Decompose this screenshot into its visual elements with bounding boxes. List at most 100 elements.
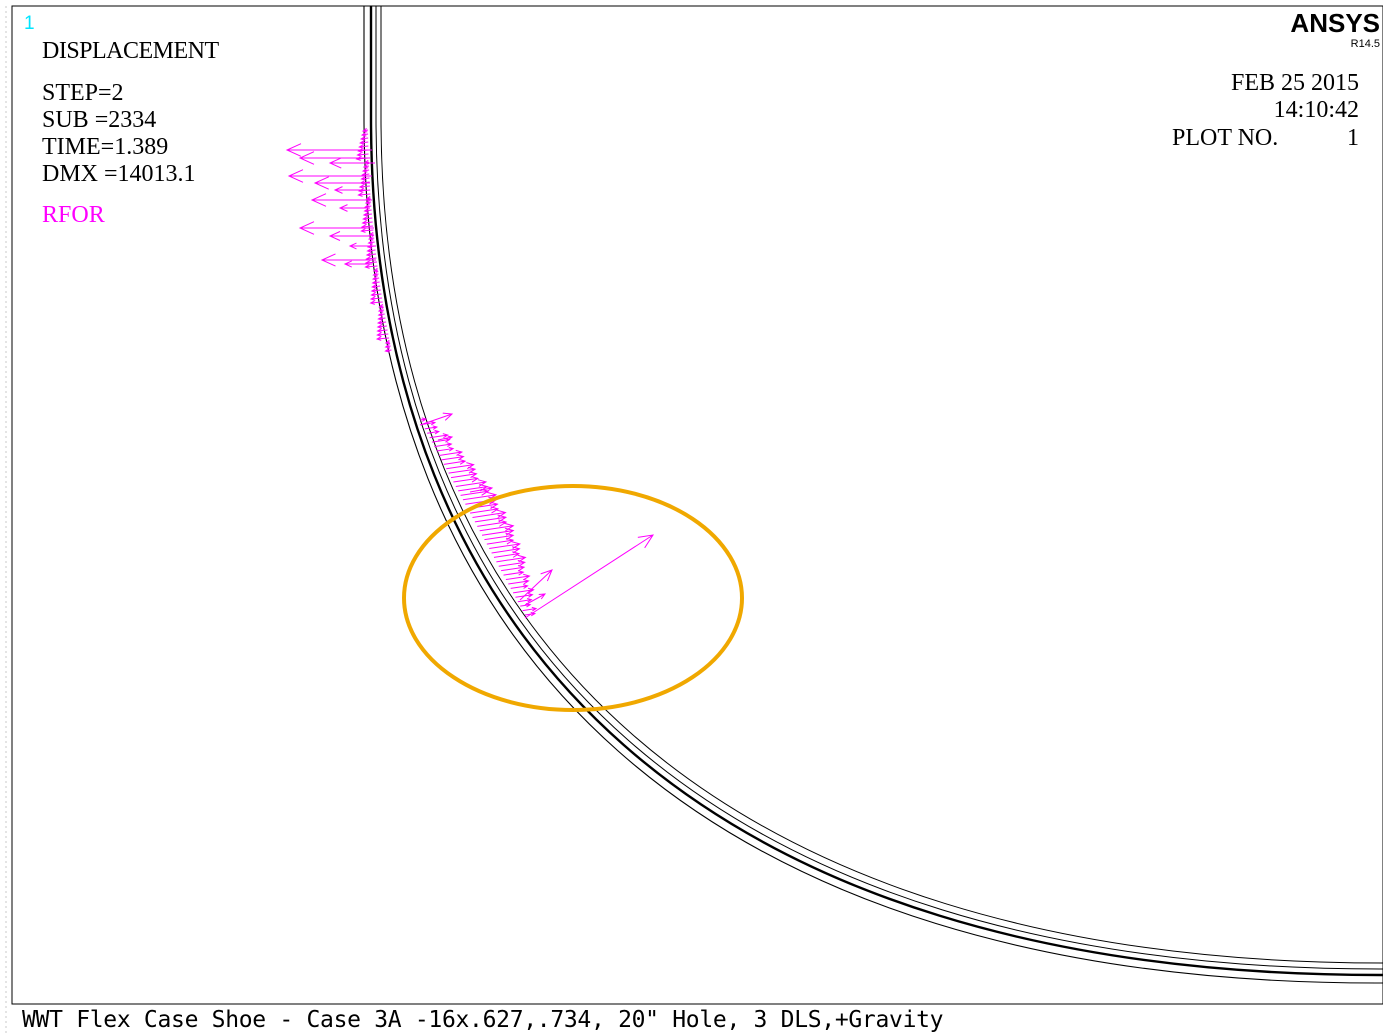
release-label: R14.5: [1350, 38, 1380, 50]
rfor-arrow-small: [358, 184, 370, 189]
rfor-arrow-small: [363, 208, 372, 213]
rfor-arrow-right: [505, 573, 531, 581]
rfor-arrow-small: [377, 308, 385, 313]
footer-title: WWT Flex Case Shoe - Case 3A -16x.627,.7…: [22, 1007, 944, 1033]
rfor-arrow-small: [384, 339, 391, 345]
rfor-arrow-small: [360, 132, 369, 137]
rfor-arrow-right: [443, 459, 467, 465]
rfor-arrow-small: [359, 140, 369, 145]
rfor-arrow-small: [370, 292, 382, 297]
rfor-arrow-small: [367, 236, 375, 241]
shell-mid-surface: [369, 6, 1383, 977]
rfor-arrow-small: [355, 156, 369, 161]
plot-time: 14:10:42: [1273, 97, 1359, 123]
rfor-arrow-small: [359, 136, 369, 141]
viewport-border: [11, 5, 1383, 1005]
rfor-arrow-small: [362, 164, 370, 169]
vector-label: RFOR: [42, 202, 105, 228]
rfor-arrow-small: [365, 252, 377, 257]
rfor-arrow-left: [320, 253, 376, 267]
shell-inner-edge: [375, 6, 1383, 970]
rfor-arrow-right: [517, 598, 533, 603]
rfor-arrow-small: [376, 328, 388, 333]
rfor-arrow-small: [361, 172, 370, 177]
rfor-arrow-small: [369, 300, 383, 305]
rfor-arrow-small: [369, 296, 383, 301]
rfor-arrow-small: [371, 280, 380, 285]
rfor-arrow-right: [439, 449, 464, 456]
window-number: 1: [24, 13, 35, 34]
highlight-ellipse: [402, 484, 744, 712]
rfor-arrow-small: [366, 244, 376, 249]
rfor-arrow-small: [364, 200, 372, 205]
rfor-arrow-small: [365, 195, 372, 201]
legend-mode: DISPLACEMENT: [42, 38, 219, 64]
rfor-arrow-right: [450, 471, 478, 479]
legend-dmx: DMX =14013.1: [42, 161, 196, 187]
rfor-arrow-small: [376, 332, 389, 337]
rfor-arrow-small: [384, 348, 392, 353]
rfor-arrow-right: [427, 429, 440, 435]
rfor-arrow-right: [419, 417, 428, 422]
rfor-arrow-small: [356, 152, 369, 157]
rfor-arrow-small: [361, 128, 369, 133]
shell-inner-surface: [380, 6, 1383, 964]
rfor-arrow-small: [378, 303, 384, 309]
rfor-arrow-small: [372, 267, 379, 273]
rfor-arrow-up-right: [419, 412, 454, 426]
rfor-arrow-left: [285, 143, 372, 157]
rfor-arrow-right: [493, 551, 521, 558]
rfor-arrow-small: [357, 148, 369, 153]
rfor-arrow-right: [486, 537, 515, 545]
rfor-arrow-small: [361, 220, 373, 225]
rfor-arrow-right: [422, 420, 437, 426]
legend-time: TIME=1.389: [42, 134, 169, 160]
rfor-arrow-small: [365, 256, 377, 261]
rfor-arrow-small: [364, 260, 377, 265]
rfor-arrow-small: [364, 204, 372, 209]
rfor-arrow-small: [367, 240, 375, 245]
rfor-arrow-right: [484, 532, 515, 541]
rfor-arrow-right: [431, 437, 451, 443]
legend-step: STEP=2: [42, 80, 124, 106]
shell-outer-edge: [363, 6, 1383, 984]
rfor-arrow-up-right: [437, 435, 454, 441]
rfor-arrow-right: [429, 433, 449, 439]
rfor-arrow-right: [508, 578, 530, 585]
rfor-arrow-small: [371, 276, 380, 281]
rfor-arrow-left: [310, 193, 372, 207]
legend-sub: SUB =2334: [42, 107, 157, 133]
rfor-arrow-left: [298, 221, 374, 235]
rfor-arrow-right: [434, 442, 453, 448]
rfor-arrow-small: [368, 231, 375, 237]
rfor-arrow-small: [360, 176, 370, 181]
ansys-logo: ANSYS: [1290, 8, 1380, 38]
rfor-arrow-small: [362, 216, 373, 221]
rfor-arrow-right: [470, 506, 500, 514]
rfor-arrow-small: [370, 288, 381, 293]
rfor-arrow-small: [371, 284, 381, 289]
rfor-arrow-small: [366, 248, 376, 253]
rfor-arrow-left: [328, 231, 370, 241]
plot-date: FEB 25 2015: [1230, 70, 1359, 96]
rfor-arrow-large: [524, 534, 655, 619]
rfor-arrow-right: [503, 570, 525, 576]
rfor-arrow-up-right: [519, 569, 553, 601]
rfor-arrow-small: [358, 144, 369, 149]
rfor-arrow-left: [338, 204, 370, 212]
rfor-arrow-left: [287, 169, 372, 183]
rfor-arrow-small: [357, 188, 371, 193]
rfor-arrow-right: [441, 454, 465, 461]
rfor-arrow-right: [424, 425, 439, 430]
rfor-arrow-right: [477, 519, 508, 527]
rfor-arrow-small: [377, 312, 385, 317]
rfor-arrow-small: [375, 336, 390, 341]
plot-number-label: PLOT NO.: [1172, 125, 1279, 151]
rfor-arrow-right: [510, 584, 529, 589]
rfor-arrow-right: [501, 565, 526, 572]
rfor-arrow-small: [360, 228, 374, 233]
rfor-arrow-right: [496, 554, 527, 563]
rfor-arrow-small: [376, 324, 387, 329]
